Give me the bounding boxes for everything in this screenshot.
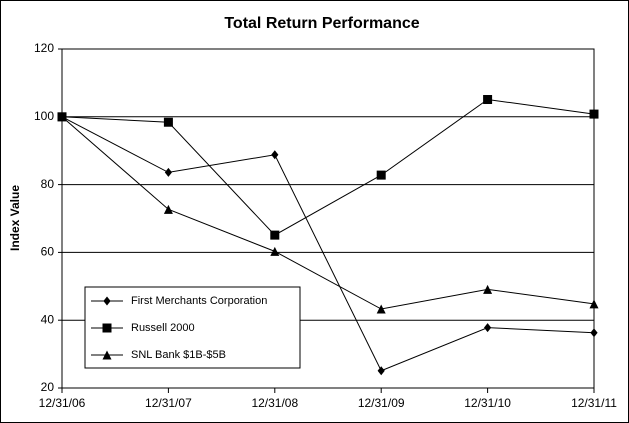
legend-label: Russell 2000	[131, 322, 195, 334]
marker	[270, 230, 280, 240]
marker	[589, 109, 599, 119]
marker	[57, 112, 67, 122]
legend-label: SNL Bank $1B-$5B	[131, 349, 226, 361]
marker	[163, 117, 173, 127]
marker	[376, 170, 386, 180]
marker	[589, 299, 599, 309]
x-tick-label: 12/31/10	[464, 396, 511, 410]
legend-label: First Merchants Corporation	[131, 295, 267, 307]
y-tick-label: 120	[34, 41, 54, 55]
series-line	[61, 116, 595, 310]
y-axis-label: Index Value	[8, 185, 22, 251]
y-tick-label: 80	[41, 177, 55, 191]
y-tick-label: 60	[41, 245, 55, 259]
series-line	[61, 116, 595, 372]
marker	[102, 350, 112, 360]
marker	[483, 95, 493, 105]
chart-title: Total Return Performance	[224, 15, 419, 32]
marker	[376, 304, 386, 314]
series-line	[61, 98, 595, 236]
y-tick-label: 20	[41, 380, 55, 394]
marker	[102, 323, 112, 333]
marker	[483, 284, 493, 294]
y-tick-label: 100	[34, 109, 54, 123]
marker	[484, 323, 492, 333]
marker	[270, 246, 280, 256]
x-tick-label: 12/31/07	[145, 396, 192, 410]
marker	[103, 296, 111, 306]
marker	[590, 328, 598, 338]
x-tick-label: 12/31/06	[39, 396, 86, 410]
x-tick-label: 12/31/09	[358, 396, 405, 410]
x-tick-label: 12/31/11	[571, 396, 617, 410]
marker	[163, 204, 173, 214]
y-tick-label: 40	[41, 312, 55, 326]
marker	[271, 150, 279, 160]
x-tick-label: 12/31/08	[251, 396, 298, 410]
marker	[164, 167, 172, 177]
marker	[377, 366, 385, 376]
